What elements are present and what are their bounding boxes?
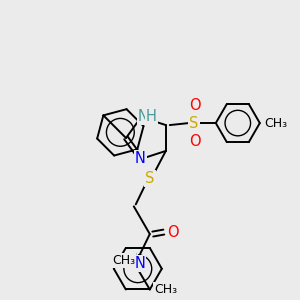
Text: S: S xyxy=(145,171,154,186)
Text: O: O xyxy=(189,134,201,148)
Text: O: O xyxy=(167,225,178,240)
Text: CH₃: CH₃ xyxy=(154,283,177,296)
Text: S: S xyxy=(189,116,199,130)
Text: N: N xyxy=(134,256,145,271)
Text: H: H xyxy=(126,253,137,268)
Text: CH₃: CH₃ xyxy=(112,254,135,267)
Text: O: O xyxy=(189,98,201,112)
Text: CH₃: CH₃ xyxy=(264,117,287,130)
Text: N: N xyxy=(138,109,148,124)
Text: N: N xyxy=(135,152,146,166)
Text: H: H xyxy=(146,109,157,124)
